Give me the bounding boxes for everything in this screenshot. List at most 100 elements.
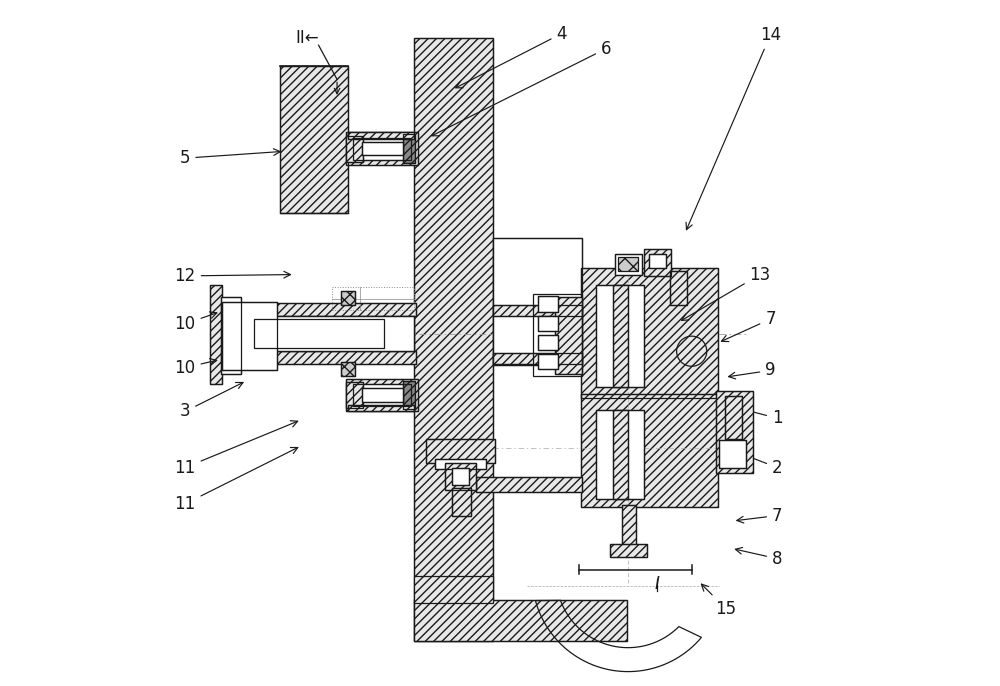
- Bar: [716, 391, 753, 473]
- Bar: [538, 354, 558, 369]
- Bar: [403, 381, 415, 410]
- Bar: [362, 388, 403, 402]
- Bar: [725, 397, 742, 439]
- Bar: [493, 353, 582, 364]
- Bar: [596, 285, 644, 388]
- Text: 15: 15: [701, 584, 736, 617]
- Bar: [670, 271, 687, 305]
- Bar: [644, 248, 671, 276]
- Bar: [493, 305, 582, 316]
- Bar: [221, 297, 241, 374]
- Bar: [493, 238, 582, 365]
- Bar: [341, 362, 355, 376]
- Text: 13: 13: [682, 265, 771, 320]
- Bar: [346, 132, 418, 165]
- Text: 9: 9: [729, 362, 776, 379]
- Bar: [618, 257, 638, 271]
- Text: 4: 4: [456, 25, 567, 88]
- Bar: [353, 384, 411, 406]
- Text: 7: 7: [737, 506, 783, 525]
- Bar: [426, 439, 495, 463]
- Bar: [221, 351, 416, 364]
- Bar: [538, 316, 558, 331]
- Bar: [538, 335, 558, 350]
- Text: 6: 6: [432, 40, 611, 136]
- Text: 5: 5: [180, 149, 280, 167]
- Bar: [555, 297, 582, 374]
- Bar: [716, 391, 753, 473]
- Bar: [719, 440, 746, 468]
- Bar: [622, 506, 636, 552]
- Bar: [348, 132, 414, 139]
- Bar: [435, 459, 486, 469]
- Text: I: I: [655, 575, 660, 593]
- Bar: [221, 303, 416, 316]
- Bar: [221, 351, 416, 364]
- Bar: [403, 134, 415, 163]
- Bar: [622, 506, 636, 552]
- Bar: [346, 136, 363, 162]
- Bar: [613, 285, 628, 388]
- Bar: [445, 463, 476, 490]
- Bar: [725, 397, 742, 439]
- Text: 14: 14: [686, 26, 781, 230]
- Bar: [353, 138, 411, 160]
- Bar: [280, 66, 348, 213]
- Bar: [348, 405, 414, 412]
- Bar: [414, 38, 493, 641]
- Bar: [493, 305, 582, 316]
- Bar: [613, 410, 628, 499]
- Bar: [476, 477, 582, 493]
- Text: 2: 2: [742, 453, 783, 477]
- Bar: [341, 291, 355, 305]
- Bar: [221, 297, 241, 374]
- Text: 12: 12: [174, 267, 291, 285]
- Bar: [348, 405, 414, 412]
- Bar: [348, 132, 414, 139]
- Bar: [362, 388, 403, 402]
- Bar: [644, 248, 671, 276]
- Text: 7: 7: [721, 310, 776, 342]
- Bar: [596, 410, 644, 499]
- Text: II←: II←: [295, 29, 319, 47]
- Bar: [414, 38, 493, 641]
- Bar: [476, 477, 582, 493]
- Bar: [555, 297, 582, 374]
- Bar: [493, 238, 582, 365]
- Bar: [538, 354, 558, 369]
- Bar: [346, 379, 418, 412]
- Bar: [280, 66, 348, 213]
- Bar: [596, 410, 644, 499]
- Bar: [538, 335, 558, 350]
- Text: 3: 3: [180, 383, 243, 421]
- Bar: [670, 271, 687, 305]
- Bar: [613, 285, 628, 388]
- Text: 10: 10: [175, 312, 217, 333]
- Bar: [452, 469, 469, 486]
- Bar: [615, 254, 642, 274]
- Bar: [353, 384, 411, 406]
- Bar: [210, 285, 222, 384]
- Bar: [649, 254, 666, 268]
- Bar: [414, 600, 627, 641]
- Bar: [581, 394, 718, 508]
- Bar: [353, 138, 411, 160]
- Bar: [362, 142, 403, 156]
- Text: 10: 10: [175, 359, 217, 377]
- Bar: [341, 291, 355, 305]
- Bar: [346, 136, 363, 162]
- Bar: [254, 319, 384, 348]
- Bar: [533, 294, 582, 376]
- Text: 11: 11: [174, 421, 298, 477]
- Bar: [346, 132, 418, 165]
- Bar: [362, 142, 403, 156]
- Bar: [649, 254, 666, 268]
- Text: 1: 1: [742, 407, 783, 427]
- Bar: [210, 285, 222, 384]
- Bar: [615, 254, 642, 274]
- Bar: [596, 285, 644, 388]
- Bar: [613, 410, 628, 499]
- Bar: [581, 268, 718, 398]
- Text: 8: 8: [735, 547, 783, 567]
- Bar: [346, 379, 418, 412]
